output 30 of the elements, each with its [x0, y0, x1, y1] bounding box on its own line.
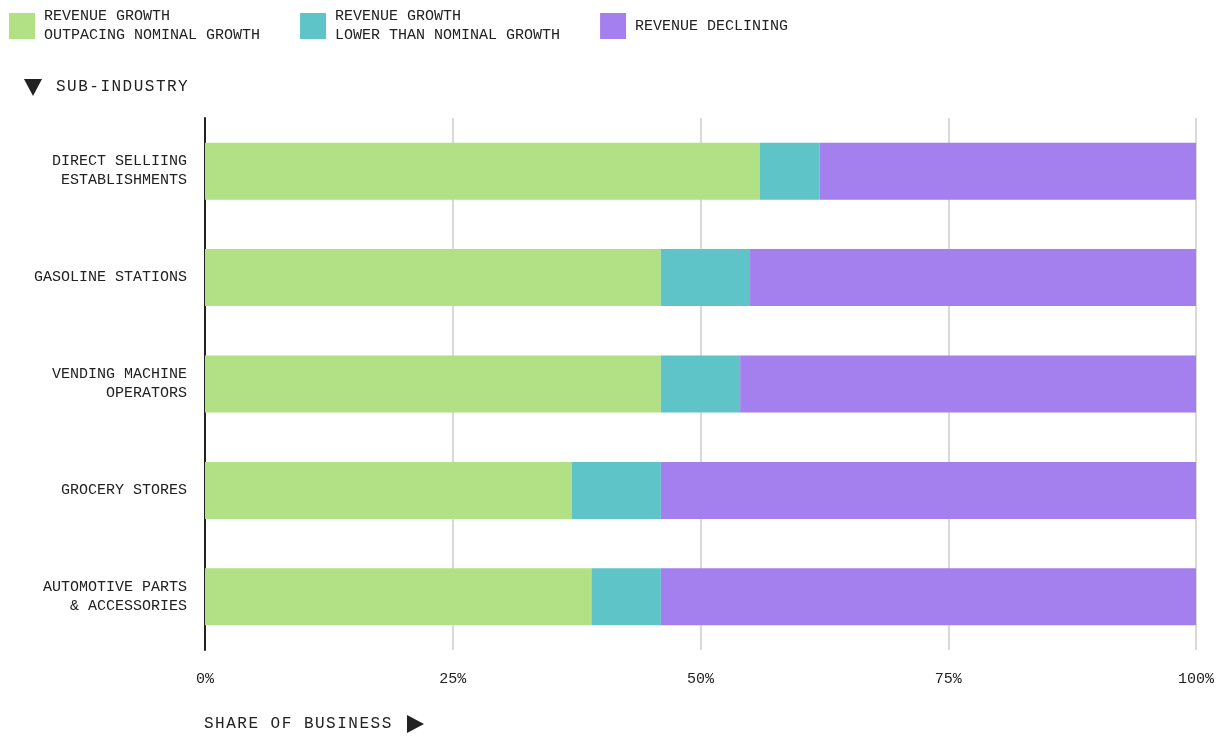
bar	[205, 568, 592, 626]
y-tick-label: VENDING MACHINE OPERATORS	[51, 366, 187, 402]
y-tick-label: DIRECT SELLIING ESTABLISHMENTS	[51, 153, 187, 190]
x-axis-title: SHARE OF BUSINESS	[204, 715, 393, 733]
legend-label: REVENUE DECLINING	[635, 17, 789, 35]
bar	[205, 249, 661, 307]
bar	[819, 142, 1196, 200]
x-tick-label: 0%	[195, 671, 215, 688]
bar	[660, 461, 1196, 519]
bar	[660, 568, 1196, 626]
legend-label: REVENUE GROWTH LOWER THAN NOMINAL GROWTH	[335, 8, 561, 44]
bar	[759, 142, 820, 200]
y-axis-title: SUB-INDUSTRY	[56, 78, 190, 96]
bar	[571, 461, 661, 519]
y-tick-label: GASOLINE STATIONS	[33, 269, 187, 287]
bar	[660, 249, 751, 307]
bar	[591, 568, 661, 626]
bar	[750, 249, 1196, 307]
bar	[660, 355, 741, 413]
y-tick-label: AUTOMOTIVE PARTS & ACCESSORIES	[42, 578, 187, 615]
bar	[205, 142, 760, 200]
bar	[740, 355, 1196, 413]
bar	[205, 355, 661, 413]
x-tick-label: 100%	[1177, 671, 1215, 688]
legend-label: REVENUE GROWTH OUTPACING NOMINAL GROWTH	[44, 8, 261, 44]
bar	[205, 461, 572, 519]
x-tick-label: 50%	[686, 671, 715, 688]
x-tick-label: 75%	[934, 671, 963, 688]
x-tick-label: 25%	[439, 671, 468, 688]
y-tick-label: GROCERY STORES	[60, 481, 187, 499]
